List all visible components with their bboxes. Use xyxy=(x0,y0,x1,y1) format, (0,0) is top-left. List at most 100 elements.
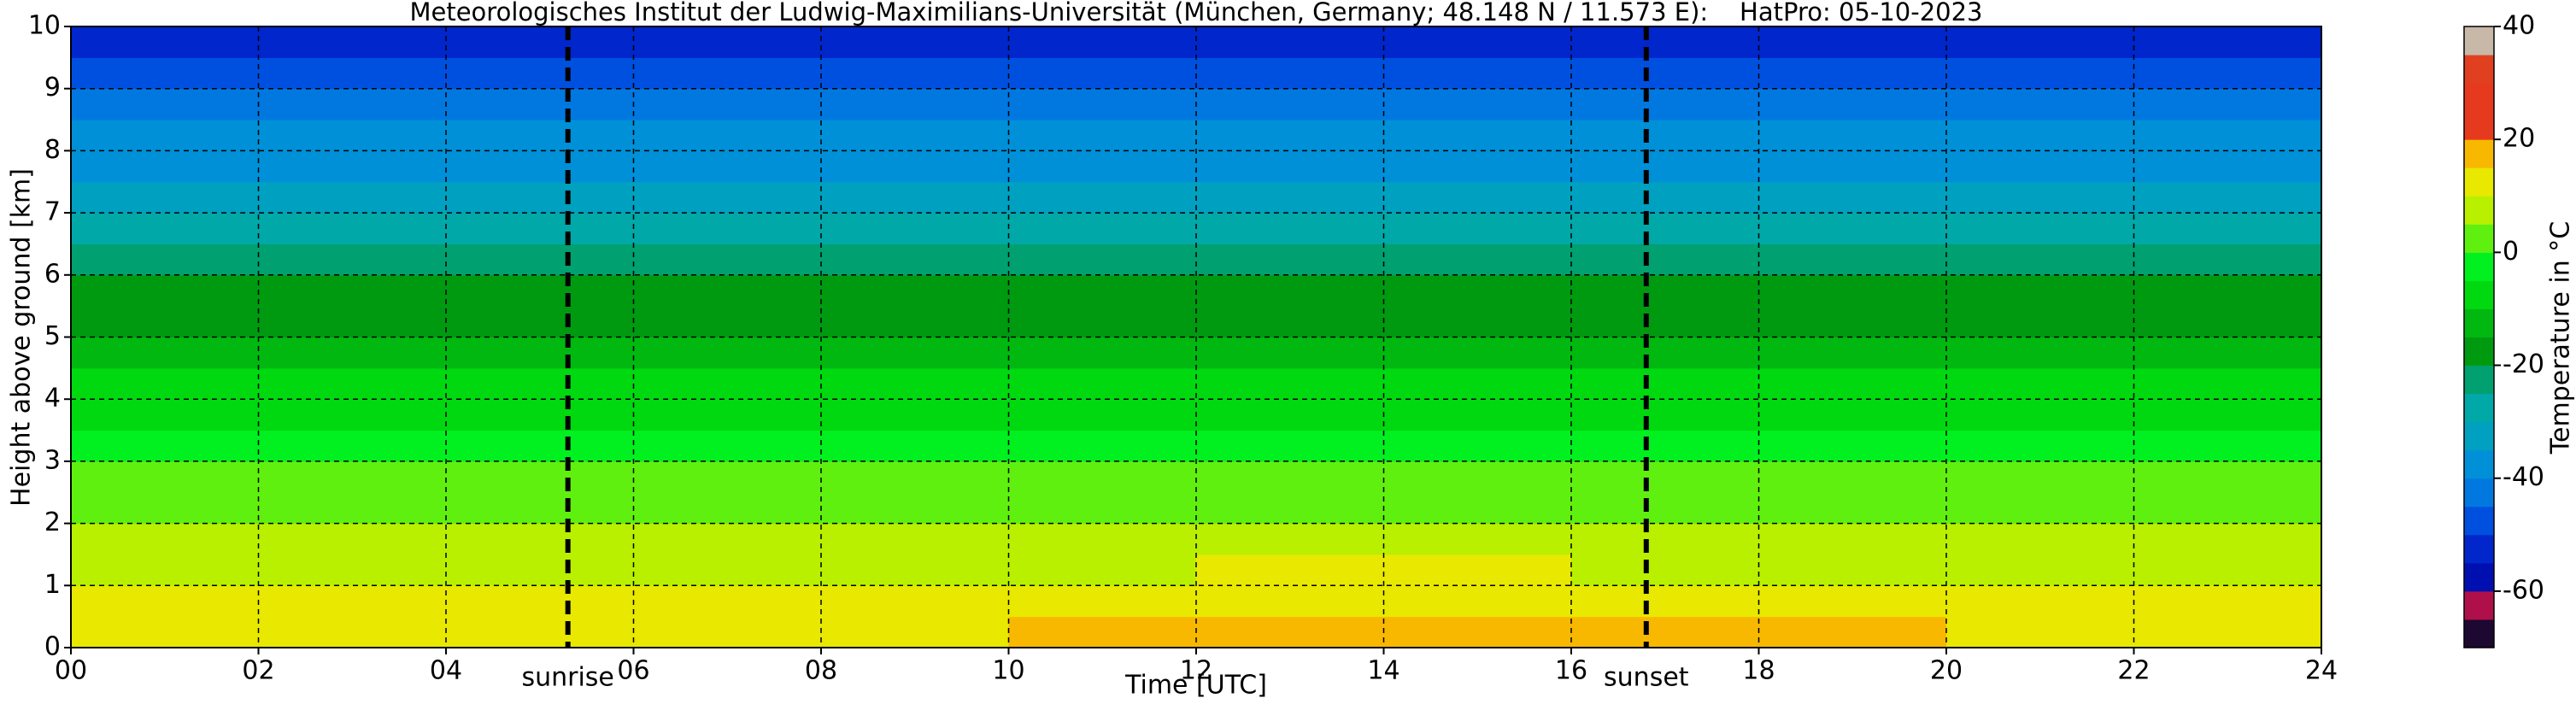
heat-cell xyxy=(1196,430,1384,462)
heat-cell xyxy=(821,274,1009,307)
heat-cell xyxy=(1571,461,1759,493)
heat-cell xyxy=(633,57,822,90)
colorbar-tick-label: -20 xyxy=(2503,349,2544,379)
heat-cell xyxy=(1571,243,1759,276)
heat-cell xyxy=(258,399,447,431)
x-tick-label: 24 xyxy=(2305,656,2338,686)
heat-cell xyxy=(258,26,447,58)
heat-cell xyxy=(2133,616,2322,648)
heat-cell xyxy=(1946,120,2134,151)
heat-cell xyxy=(446,26,634,58)
heat-cell xyxy=(71,57,259,90)
heat-cell xyxy=(1946,57,2134,90)
heat-cell xyxy=(258,150,447,183)
colorbar-segment xyxy=(2464,365,2494,395)
heat-cell xyxy=(1946,461,2134,493)
heat-cell xyxy=(1571,337,1759,369)
heat-cell xyxy=(821,585,1009,618)
heat-cell xyxy=(1946,26,2134,58)
heat-cell xyxy=(2133,274,2322,307)
heat-cell xyxy=(2133,554,2322,586)
heat-cell xyxy=(1008,585,1197,618)
heat-cell xyxy=(258,430,447,462)
heat-cell xyxy=(258,274,447,307)
heat-cell xyxy=(1946,585,2134,618)
y-axis-label: Height above ground [km] xyxy=(7,168,37,507)
colorbar-segment xyxy=(2464,55,2494,84)
x-tick-label: 20 xyxy=(1930,656,1963,686)
heat-cell xyxy=(2133,585,2322,618)
heat-cell xyxy=(1383,554,1572,586)
x-tick-label: 22 xyxy=(2117,656,2150,686)
heat-cell xyxy=(633,367,822,400)
heat-cell xyxy=(71,26,259,58)
heat-cell xyxy=(821,181,1009,214)
heat-cell xyxy=(1571,150,1759,183)
x-tick-label: 04 xyxy=(430,656,462,686)
heat-cell xyxy=(633,554,822,586)
heat-cell xyxy=(1008,88,1197,120)
y-tick-label: 10 xyxy=(28,11,61,41)
heat-cell xyxy=(633,243,822,276)
heat-cell xyxy=(71,306,259,337)
heat-cell xyxy=(1758,181,1947,214)
heat-cell xyxy=(1758,150,1947,183)
heat-cell xyxy=(71,616,259,648)
heat-cell xyxy=(1758,243,1947,276)
heat-cell xyxy=(1946,213,2134,244)
heat-cell xyxy=(446,243,634,276)
heat-cell xyxy=(2133,492,2322,525)
x-tick-label: 00 xyxy=(55,656,87,686)
heat-cell xyxy=(1383,337,1572,369)
heat-cell xyxy=(1758,88,1947,120)
colorbar-segment xyxy=(2464,421,2494,451)
heat-cell xyxy=(1946,181,2134,214)
heat-cell xyxy=(1571,585,1759,618)
heat-cell xyxy=(71,492,259,525)
heat-cell xyxy=(1196,367,1384,400)
heat-cell xyxy=(1571,274,1759,307)
heat-cell xyxy=(446,399,634,431)
colorbar-segment xyxy=(2464,337,2494,367)
heat-cell xyxy=(1008,523,1197,555)
heat-cell xyxy=(71,88,259,120)
heat-cell xyxy=(1571,616,1759,648)
heat-cell xyxy=(1008,243,1197,276)
heat-cell xyxy=(1008,461,1197,493)
heat-cell xyxy=(1383,492,1572,525)
heat-cell xyxy=(821,554,1009,586)
y-tick-label: 7 xyxy=(44,197,61,227)
heat-cell xyxy=(1196,150,1384,183)
heat-cell xyxy=(1946,150,2134,183)
heat-cell xyxy=(2133,26,2322,58)
heat-cell xyxy=(633,523,822,555)
heat-cell xyxy=(1571,213,1759,244)
heat-cell xyxy=(1758,120,1947,151)
heat-cell xyxy=(1008,120,1197,151)
heat-cell xyxy=(446,274,634,307)
heat-cell xyxy=(1196,57,1384,90)
chart-title: Meteorologisches Institut der Ludwig-Max… xyxy=(409,0,1982,26)
heat-cell xyxy=(633,120,822,151)
colorbar-segment xyxy=(2464,534,2494,564)
plot-frame xyxy=(70,26,2322,648)
y-tick-label: 9 xyxy=(44,73,61,103)
heat-cell xyxy=(71,367,259,400)
heat-cell xyxy=(633,461,822,493)
heat-cell xyxy=(633,337,822,369)
heat-cell xyxy=(71,523,259,555)
heat-cell xyxy=(1383,57,1572,90)
heat-cell xyxy=(821,150,1009,183)
heat-cell xyxy=(821,243,1009,276)
heat-cell xyxy=(821,492,1009,525)
heat-cell xyxy=(1571,120,1759,151)
heat-cell xyxy=(1196,181,1384,214)
heat-cell xyxy=(71,243,259,276)
heat-cell xyxy=(633,492,822,525)
heat-cell xyxy=(633,213,822,244)
heat-cell xyxy=(1946,243,2134,276)
heat-cell xyxy=(633,274,822,307)
heat-cell xyxy=(1008,616,1197,648)
heat-cell xyxy=(1008,306,1197,337)
heat-cell xyxy=(821,523,1009,555)
